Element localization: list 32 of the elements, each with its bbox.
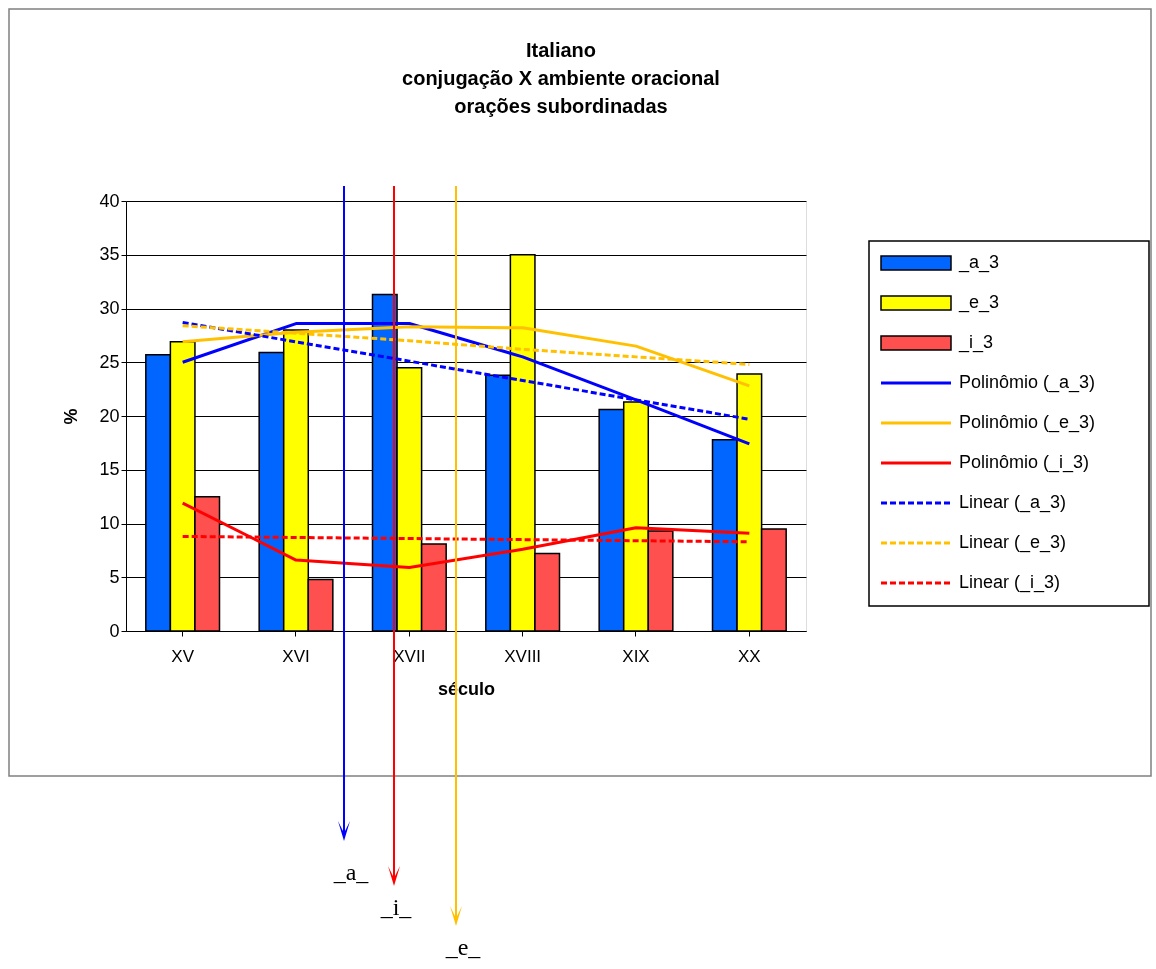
- x-tick-label: XVI: [282, 646, 310, 666]
- legend-label: _e_3: [958, 292, 1000, 313]
- legend-label: _a_3: [958, 252, 1000, 273]
- y-tick-label: 15: [99, 459, 120, 480]
- y-tick-label: 10: [99, 513, 120, 533]
- line-series: [181, 322, 751, 446]
- line-series: [181, 325, 751, 388]
- legend-label: _i_3: [958, 332, 994, 353]
- y-axis-title: %: [61, 408, 82, 425]
- x-tick-label: XVIII: [504, 646, 542, 666]
- legend-label: Polinômio (_e_3): [959, 412, 1096, 433]
- legend-label: Linear (_e_3): [959, 532, 1067, 553]
- x-tick-label: XIX: [622, 646, 650, 666]
- x-tick-label: XX: [737, 646, 761, 666]
- y-tick-label: 20: [99, 405, 120, 426]
- legend-label: Polinômio (_a_3): [959, 372, 1096, 393]
- y-tick-label: 40: [99, 190, 120, 211]
- y-tick-label: 35: [99, 244, 120, 265]
- legend-label: Polinômio (_i_3): [959, 452, 1090, 473]
- y-tick-label: 30: [99, 298, 120, 318]
- text: _a_: [332, 859, 370, 885]
- legend-label: Linear (_a_3): [959, 492, 1067, 513]
- chart-title: Italiano conjugação X ambiente oracional orações subordinadas: [402, 39, 720, 117]
- x-tick-label: XVII: [393, 646, 426, 666]
- y-tick-label: 0: [109, 620, 120, 641]
- x-tick-label: XV: [171, 646, 195, 666]
- legend-label: Linear (_i_3): [959, 572, 1061, 593]
- y-tick-label: 5: [109, 566, 120, 587]
- y-tick-label: 25: [99, 351, 120, 372]
- text: _e_: [444, 934, 482, 960]
- line-series: [181, 501, 751, 570]
- text: _i_: [379, 894, 413, 920]
